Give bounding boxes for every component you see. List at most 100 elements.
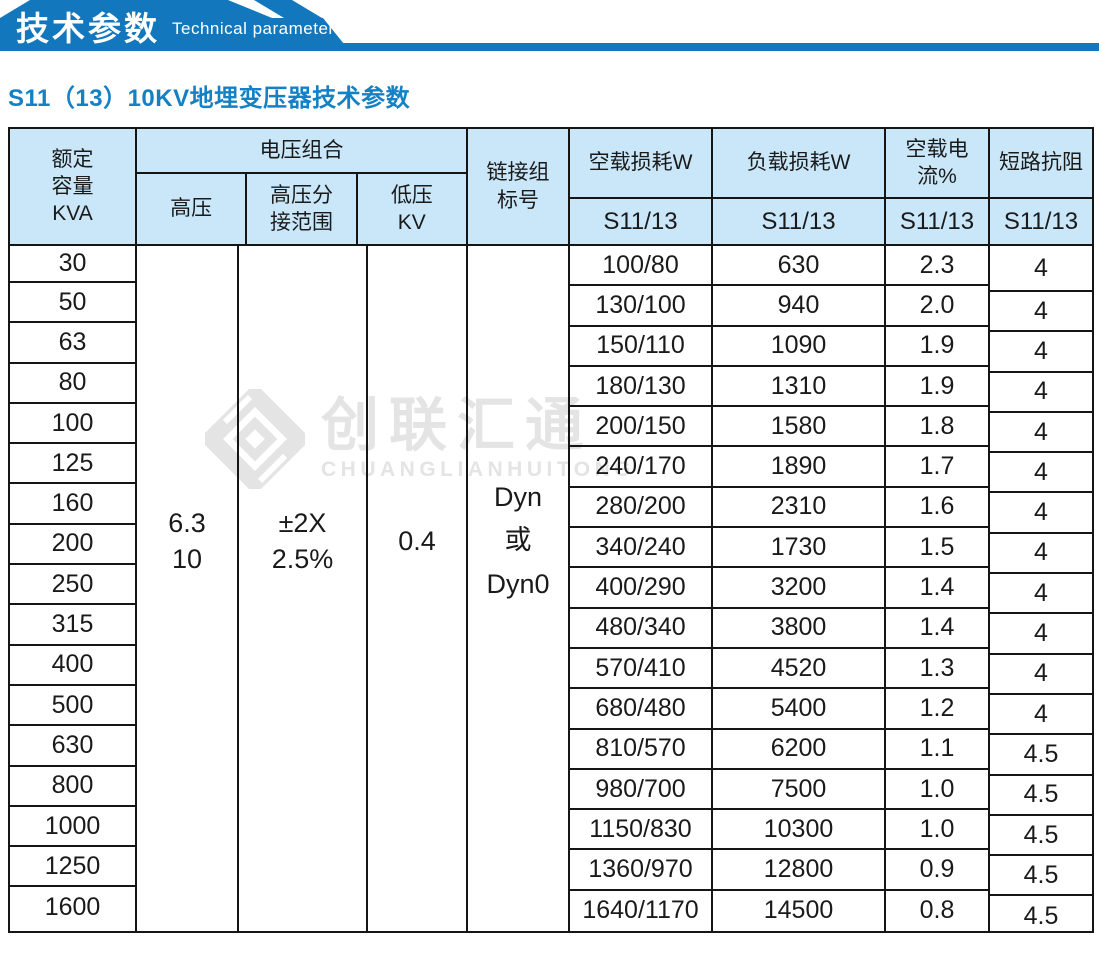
header-voltage-subrow: 高压 高压分 接范围 低压 KV — [137, 174, 466, 244]
table-cell: 980/700 — [570, 770, 711, 811]
table-cell: 500 — [10, 686, 135, 727]
table-cell: 4520 — [713, 649, 884, 690]
watermark-cn: 创联汇通 — [321, 392, 594, 458]
table-cell: 810/570 — [570, 730, 711, 770]
table-cell: 50 — [10, 283, 135, 324]
header-load-loss-model: S11/13 — [761, 207, 836, 235]
header-no-load-loss-group: 空载损耗W S11/13 — [570, 129, 713, 244]
header-link-group: 链接组 标号 — [468, 129, 570, 244]
table-cell: 5400 — [713, 689, 884, 730]
header-impedance-model: S11/13 — [1003, 207, 1079, 235]
parameters-table: 额定 容量 KVA 电压组合 高压 高压分 接范围 低压 KV 链接组 标号 空… — [8, 127, 1094, 933]
table-cell: 63 — [10, 323, 135, 364]
table-cell: 4.5 — [990, 776, 1092, 816]
table-cell: 1.4 — [886, 609, 988, 649]
table-cell: 30 — [10, 246, 135, 283]
table-cell: 180/130 — [570, 367, 711, 408]
table-cell: 4 — [990, 574, 1092, 615]
cell-hv-merged: 6.3 10 — [137, 246, 239, 931]
table-cell: 100/80 — [570, 246, 711, 287]
table-cell: 1.9 — [886, 367, 988, 408]
table-cell: 315 — [10, 605, 135, 646]
table-cell: 940 — [713, 286, 884, 327]
table-cell: 4 — [990, 655, 1092, 695]
banner: 技术参数 Technical parameter — [0, 0, 1099, 52]
table-cell: 0.9 — [886, 850, 988, 891]
table-body: 30 50 63 80 100 125 160 200 250 315 400 500 630 800 10… — [10, 246, 1092, 931]
table-cell: 1600 — [44, 893, 101, 922]
column-load-loss: 630 940 1090 1310 1580 1890 2310 1730 3200 3800 45… — [713, 246, 886, 931]
table-cell: 630 — [713, 246, 884, 287]
table-cell: 125 — [10, 444, 135, 485]
banner-title: 技术参数 — [16, 10, 160, 47]
header-capacity: 额定 容量 KVA — [10, 129, 137, 244]
table-cell: 1.8 — [886, 407, 988, 448]
table-cell: 7500 — [713, 770, 884, 811]
table-cell: 630 — [10, 726, 135, 767]
table-cell: 4 — [990, 534, 1092, 575]
header-load-loss-group: 负载损耗W S11/13 — [713, 129, 886, 244]
table-cell: 150/110 — [570, 327, 711, 367]
header-lv: 低压 KV — [390, 183, 433, 234]
table-cell: 1.9 — [886, 327, 988, 367]
table-cell: 6200 — [713, 730, 884, 770]
watermark-text: 创联汇通 CHUANGLIANHUITONG — [321, 392, 636, 483]
header-hv: 高压 — [137, 174, 248, 244]
banner-subtitle: Technical parameter — [172, 19, 335, 38]
table-cell: 1000 — [10, 807, 135, 848]
table-cell: 100 — [10, 404, 135, 445]
table-cell: 12800 — [713, 850, 884, 891]
table-cell: 570/410 — [570, 649, 711, 690]
table-cell: 130/100 — [570, 286, 711, 327]
table-cell: 1.3 — [886, 649, 988, 690]
header-load-loss: 负载损耗W — [713, 129, 884, 199]
table-cell: 4 — [990, 292, 1092, 333]
table-cell: 480/340 — [570, 609, 711, 649]
cell-lv-merged: 0.4 — [368, 246, 468, 931]
header-voltage-combination: 电压组合 — [137, 129, 466, 174]
table-cell: 1.2 — [886, 689, 988, 730]
banner-ribbon-main — [0, 0, 344, 44]
table-cell: 4 — [990, 614, 1092, 655]
column-capacity: 30 50 63 80 100 125 160 200 250 315 400 500 630 800 10… — [10, 246, 137, 931]
header-impedance: 短路抗阻 — [990, 129, 1092, 199]
table-cell: 400 — [10, 646, 135, 686]
table-cell: 1.7 — [886, 447, 988, 488]
table-cell: 1360/970 — [570, 850, 711, 891]
table-cell: 2310 — [713, 488, 884, 529]
table-cell: 4.5 — [990, 816, 1092, 857]
table-cell: 80 — [10, 364, 135, 404]
table-cell: 2.0 — [886, 286, 988, 327]
parameters-table-wrap: 创联汇通 CHUANGLIANHUITONG 额定 容量 KVA 电压组合 高压… — [8, 127, 1094, 933]
header-voltage-group: 电压组合 高压 高压分 接范围 低压 KV — [137, 129, 468, 244]
table-cell: 1.6 — [886, 488, 988, 529]
table-cell: 1580 — [713, 407, 884, 448]
table-cell: 1250 — [10, 847, 135, 888]
table-cell: 1.0 — [886, 810, 988, 851]
table-cell: 4.5 — [990, 735, 1092, 776]
cell-link-group-merged: Dyn 或 Dyn0 — [468, 246, 570, 931]
column-no-load-current: 2.3 2.0 1.9 1.9 1.8 1.7 1.6 1.5 1.4 1.4 1.3 1.2 1.1 1… — [886, 246, 990, 931]
table-cell: 280/200 — [570, 488, 711, 529]
table-cell: 1890 — [713, 447, 884, 488]
watermark: 创联汇通 CHUANGLIANHUITONG — [205, 389, 635, 489]
table-cell: 160 — [10, 484, 135, 525]
table-cell: 3200 — [713, 568, 884, 609]
table-cell: 1.0 — [886, 770, 988, 811]
table-cell: 2.3 — [886, 246, 988, 287]
table-cell: 1310 — [713, 367, 884, 408]
column-no-load-loss: 100/80 130/100 150/110 180/130 200/150 240/17… — [570, 246, 713, 931]
table-cell: 14500 — [763, 896, 834, 925]
banner-ribbon-bar — [0, 43, 1099, 51]
header-no-load-loss: 空载损耗W — [570, 129, 711, 199]
table-cell: 3800 — [713, 609, 884, 649]
table-cell: 1150/830 — [570, 810, 711, 851]
table-cell: 4 — [990, 493, 1092, 534]
table-cell: 1.1 — [886, 730, 988, 770]
table-cell: 4 — [990, 695, 1092, 736]
watermark-en: CHUANGLIANHUITONG — [321, 458, 636, 482]
table-cell: 240/170 — [570, 447, 711, 488]
table-cell: 1090 — [713, 327, 884, 367]
table-cell: 250 — [10, 565, 135, 606]
